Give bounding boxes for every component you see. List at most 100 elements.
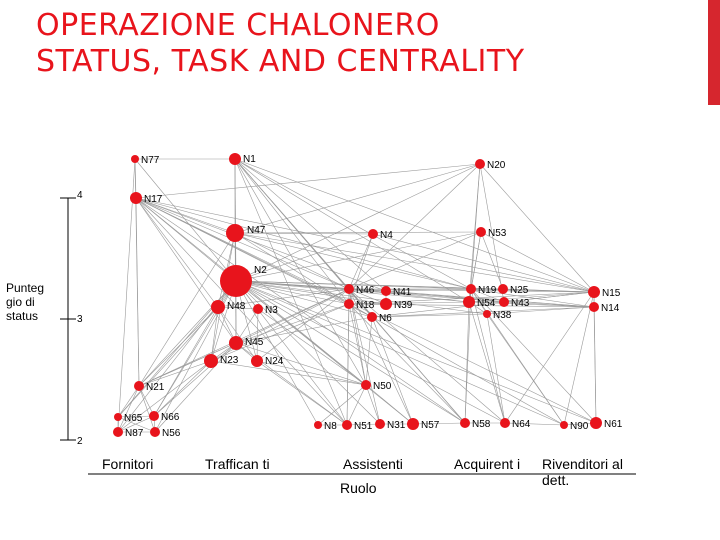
node-n23 bbox=[204, 354, 218, 368]
accent-bar bbox=[708, 0, 720, 105]
x-category-label: Traffican ti bbox=[205, 456, 270, 472]
network-edge bbox=[348, 303, 565, 426]
node-label-n18: N18 bbox=[356, 300, 375, 311]
network-edge bbox=[234, 232, 350, 305]
network-edge bbox=[348, 288, 466, 424]
network-edge bbox=[470, 288, 506, 424]
network-edge bbox=[348, 163, 481, 290]
network-edge bbox=[371, 306, 595, 318]
node-label-n19: N19 bbox=[478, 285, 497, 296]
node-n56 bbox=[150, 427, 160, 437]
node-label-n53: N53 bbox=[488, 228, 507, 239]
network-edge bbox=[412, 422, 466, 425]
node-n54 bbox=[463, 296, 475, 308]
slide-title-line2: STATUS, TASK AND CENTRALITY bbox=[36, 44, 525, 79]
node-n20 bbox=[475, 159, 485, 169]
node-label-n8: N8 bbox=[324, 421, 337, 432]
network-edge bbox=[348, 288, 387, 305]
node-label-n64: N64 bbox=[512, 419, 531, 430]
node-label-n3: N3 bbox=[265, 305, 278, 316]
network-edge bbox=[117, 306, 219, 418]
x-category-label: Rivenditori al dett. bbox=[542, 456, 623, 488]
network-edge bbox=[348, 288, 414, 425]
node-label-n6: N6 bbox=[379, 313, 392, 324]
node-label-n48: N48 bbox=[227, 301, 246, 312]
network-edge bbox=[117, 158, 136, 433]
node-label-n14: N14 bbox=[601, 303, 620, 314]
network-edge bbox=[135, 197, 237, 344]
network-edge bbox=[235, 163, 481, 282]
node-label-n47: N47 bbox=[247, 225, 266, 236]
network-edge bbox=[348, 303, 466, 424]
network-edge bbox=[117, 415, 155, 433]
network-edge bbox=[348, 288, 381, 425]
network-edge bbox=[138, 288, 350, 387]
network-edge bbox=[235, 280, 387, 305]
network-edge bbox=[235, 288, 350, 344]
node-label-n4: N4 bbox=[380, 230, 393, 241]
network-edge bbox=[346, 303, 350, 426]
network-edge bbox=[153, 342, 237, 417]
node-n45 bbox=[229, 336, 243, 350]
network-edge bbox=[504, 422, 565, 426]
node-n51 bbox=[342, 420, 352, 430]
node-label-n1: N1 bbox=[243, 154, 256, 165]
network-edge bbox=[468, 301, 595, 308]
node-label-n58: N58 bbox=[472, 419, 491, 430]
network-edge bbox=[135, 197, 348, 426]
node-n39 bbox=[380, 298, 392, 310]
network-edge bbox=[480, 231, 595, 293]
network-edge bbox=[385, 290, 595, 308]
network-edge bbox=[479, 163, 505, 303]
network-edge bbox=[348, 231, 482, 290]
network-edge bbox=[317, 384, 367, 426]
network-edge bbox=[479, 163, 595, 293]
network-edge bbox=[135, 163, 481, 199]
network-edge bbox=[234, 163, 481, 234]
node-label-n2: N2 bbox=[254, 265, 267, 276]
network-edge bbox=[235, 280, 565, 426]
network-edge bbox=[470, 288, 597, 424]
network-edge bbox=[234, 158, 472, 290]
network-edge bbox=[234, 158, 595, 293]
node-n25 bbox=[498, 284, 508, 294]
network-edge bbox=[210, 232, 236, 362]
y-tick-label: 4 bbox=[77, 190, 83, 201]
network-edge bbox=[234, 232, 374, 235]
x-category-label: Assistenti bbox=[343, 456, 403, 472]
network-edge bbox=[135, 197, 350, 290]
network-edge bbox=[256, 288, 350, 362]
node-label-n51: N51 bbox=[354, 421, 373, 432]
node-label-n17: N17 bbox=[144, 194, 163, 205]
network-edge bbox=[117, 385, 140, 433]
network-edge bbox=[135, 197, 219, 308]
network-edge bbox=[234, 158, 348, 426]
network-edge bbox=[235, 303, 350, 344]
network-edge bbox=[256, 360, 348, 426]
node-label-n31: N31 bbox=[387, 420, 406, 431]
network-edge bbox=[234, 231, 482, 234]
network-edge bbox=[117, 360, 212, 433]
node-label-n25: N25 bbox=[510, 285, 529, 296]
network-edge bbox=[256, 308, 259, 362]
network-edge bbox=[470, 288, 595, 308]
network-edge bbox=[346, 384, 367, 426]
node-label-n90: N90 bbox=[570, 421, 589, 432]
network-edge bbox=[385, 290, 505, 303]
node-label-n24: N24 bbox=[265, 356, 284, 367]
network-edge bbox=[235, 342, 367, 386]
network-edge bbox=[480, 231, 504, 290]
network-edge bbox=[486, 313, 506, 424]
node-n21 bbox=[134, 381, 144, 391]
node-label-n45: N45 bbox=[245, 337, 264, 348]
node-label-n15: N15 bbox=[602, 288, 621, 299]
node-label-n39: N39 bbox=[394, 300, 413, 311]
network-edge bbox=[235, 280, 350, 305]
network-edge bbox=[235, 316, 373, 344]
network-edge bbox=[217, 288, 350, 308]
node-n50 bbox=[361, 380, 371, 390]
network-edge bbox=[135, 197, 472, 290]
node-n41 bbox=[381, 286, 391, 296]
network-edge bbox=[256, 360, 367, 386]
